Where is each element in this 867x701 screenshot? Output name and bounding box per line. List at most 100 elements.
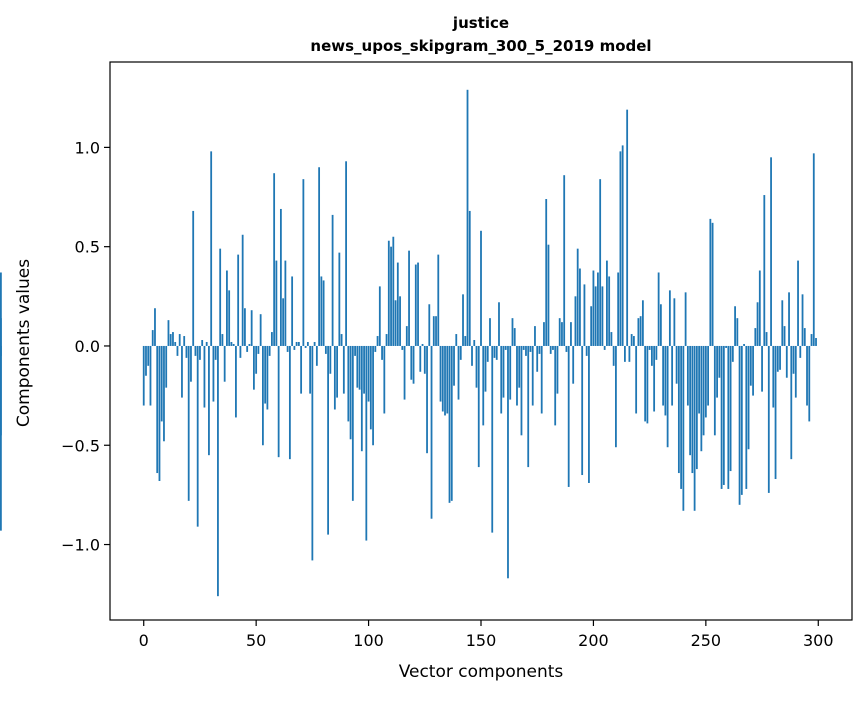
bar-211	[617, 272, 620, 346]
bar-12	[169, 334, 172, 346]
bar-185	[558, 318, 561, 346]
bar-130	[435, 316, 437, 346]
bar-79	[320, 276, 323, 346]
bar-90	[345, 161, 347, 346]
bar-240	[682, 345, 685, 511]
bar-284	[781, 300, 784, 346]
bar-81	[324, 345, 327, 354]
bar-119	[410, 345, 413, 380]
bar-171	[527, 345, 530, 468]
bar-6	[156, 345, 159, 474]
bar-124	[421, 343, 424, 346]
bar-174	[534, 326, 536, 346]
bar-144	[466, 89, 469, 346]
bar-261	[729, 345, 732, 472]
bar-108	[385, 334, 388, 346]
bar-133	[441, 345, 444, 412]
bar-129	[432, 316, 435, 346]
bar-184	[556, 345, 559, 394]
bar-151	[482, 345, 485, 426]
bar-109	[387, 240, 390, 346]
bar-5	[154, 308, 156, 346]
bar-155	[491, 345, 494, 533]
bar-285	[783, 326, 786, 346]
bar-269	[747, 345, 750, 450]
bar-131	[437, 254, 440, 346]
bar-191	[572, 345, 575, 384]
bar-76	[313, 341, 316, 346]
bar-64	[286, 345, 289, 352]
bar-70	[300, 345, 303, 394]
bar-33	[217, 345, 219, 597]
x-tick-label: 150	[466, 631, 497, 650]
bar-0	[142, 345, 145, 406]
bar-115	[401, 345, 404, 350]
bar-68	[295, 341, 298, 346]
bar-undefined	[0, 345, 2, 356]
bar-14	[174, 341, 177, 346]
y-tick-label: −1.0	[61, 536, 100, 555]
y-tick-label: 0.5	[75, 238, 100, 257]
bar-127	[428, 304, 431, 346]
bar-187	[563, 175, 566, 346]
bar-164	[511, 318, 514, 346]
bar-197	[585, 345, 588, 356]
bar-223	[644, 345, 647, 422]
bar-30	[210, 151, 213, 346]
x-tick-label: 50	[246, 631, 266, 650]
bar-152	[484, 345, 487, 392]
bar-29	[208, 345, 210, 456]
bar-208	[610, 332, 613, 346]
bar-7	[158, 345, 161, 481]
bar-263	[734, 306, 736, 346]
x-tick-label: 300	[803, 631, 834, 650]
bar-229	[657, 272, 660, 346]
bar-106	[381, 345, 383, 360]
bar-2	[147, 345, 150, 366]
bar-217	[630, 334, 633, 346]
bar-298	[812, 153, 815, 346]
bar-117	[405, 326, 408, 346]
bar-95	[356, 345, 359, 388]
bar-273	[756, 302, 759, 346]
bar-167	[518, 345, 521, 388]
bar-140	[457, 345, 460, 400]
chart-title: justice	[452, 14, 509, 32]
bar-13	[172, 332, 174, 346]
bar-26	[201, 340, 204, 346]
bar-274	[758, 270, 761, 346]
bar-253	[711, 222, 714, 346]
bar-39	[230, 341, 233, 346]
bar-51	[257, 345, 260, 354]
bar-248	[700, 345, 703, 452]
bar-276	[763, 195, 766, 346]
x-tick-label: 100	[353, 631, 384, 650]
bar-206	[606, 260, 608, 346]
bar-231	[662, 345, 665, 406]
bar-4	[151, 330, 154, 346]
bar-110	[390, 246, 392, 346]
bar-143	[464, 336, 467, 346]
bar-47	[248, 343, 251, 346]
y-tick-label: 0.0	[75, 337, 100, 356]
bar-35	[221, 334, 224, 346]
bar-230	[659, 304, 662, 346]
bar-50	[255, 345, 258, 374]
bar-246	[695, 345, 698, 470]
bar-8	[160, 345, 163, 422]
bar-23	[194, 345, 197, 356]
bar-277	[765, 332, 768, 346]
bar-28	[205, 341, 208, 346]
bar-287	[788, 292, 790, 346]
bar-166	[516, 345, 518, 406]
bar-121	[414, 264, 417, 346]
bar-156	[493, 345, 496, 358]
bar-280	[772, 345, 775, 408]
bar-105	[378, 286, 381, 346]
bar-126	[426, 345, 428, 454]
bar-3	[149, 345, 152, 406]
bar-74	[309, 345, 312, 394]
bar-42	[237, 254, 240, 346]
bar-260	[727, 345, 730, 489]
